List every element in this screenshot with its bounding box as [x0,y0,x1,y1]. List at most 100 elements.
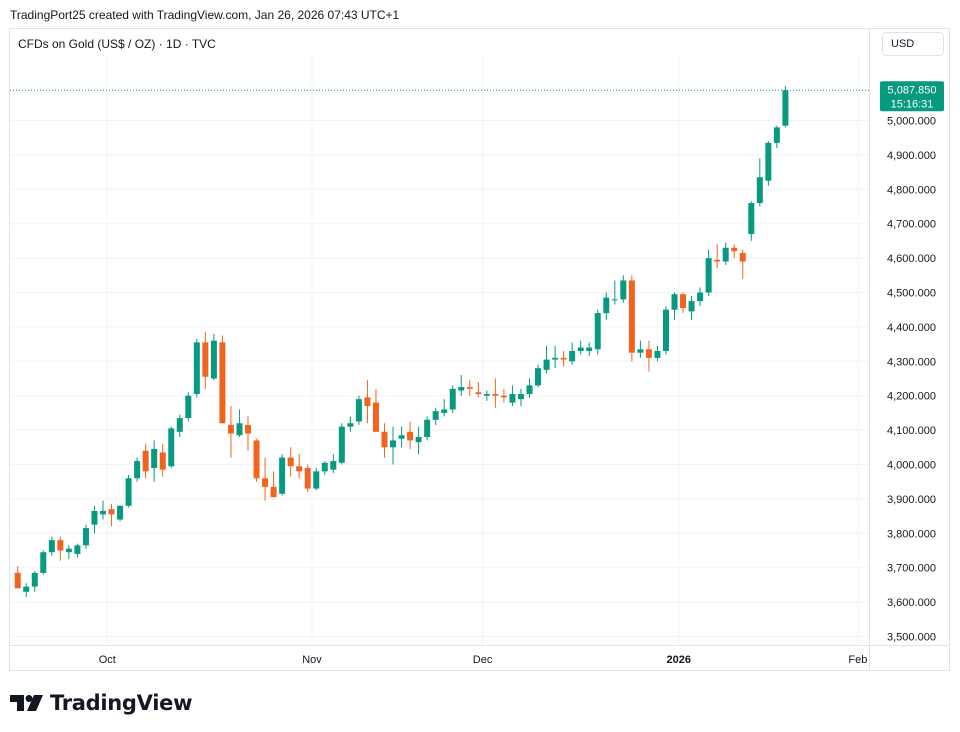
candle-up [526,378,533,398]
candle-body [134,461,141,479]
candle-body [432,411,439,420]
y-tick-label: 4,700.000 [887,219,936,231]
candle-down [475,381,482,398]
candle-body [782,90,789,126]
candle-body [270,486,277,498]
candle-body [671,294,678,310]
candle-up [705,249,712,296]
candle-up [483,390,490,401]
candle-up [697,287,704,307]
candle-body [552,357,559,360]
candle-body [57,540,64,551]
candle-up [654,345,661,362]
candle-body [91,510,98,525]
candle-body [100,510,106,515]
x-tick-label: Feb [848,654,867,666]
candle-body [355,399,362,422]
candle-body [279,457,286,494]
candle-body [262,478,269,487]
candle-up [23,583,30,597]
chart-frame [9,28,950,671]
candle-up [210,333,217,381]
candle-up [40,550,47,575]
candle-body [594,313,601,350]
candle-down [304,464,311,493]
candle-body [390,440,397,448]
candle-down [227,406,234,458]
candle-body [569,350,576,362]
candle-body [765,142,772,181]
y-tick-label: 4,100.000 [887,425,936,437]
candle-down [680,292,687,314]
candle-body [210,340,217,379]
y-tick-label: 4,900.000 [887,150,936,162]
candle-body [313,471,320,489]
candle-up [193,338,200,398]
candle-body [142,450,149,472]
candle-body [82,528,89,546]
candle-body [347,423,354,427]
candle-body [415,436,422,443]
candle-down [245,416,252,451]
tradingview-logo[interactable]: TradingView [10,690,192,716]
candle-up [552,345,559,369]
candle-body [23,586,30,592]
candle-body [65,548,72,553]
candle-up [441,399,448,417]
candle-body [500,395,507,398]
candle-body [185,395,192,419]
candle-body [773,127,780,143]
candle-body [475,392,482,394]
candle-up [355,395,362,425]
candle-body [654,350,661,358]
candle-up [176,414,183,437]
candle-up [390,426,397,465]
candle-down [560,350,567,367]
candle-body [466,387,473,389]
candle-up [756,158,763,207]
candle-down [57,536,64,561]
candle-up [782,86,789,128]
candle-up [415,426,422,455]
candle-up [620,275,627,303]
candle-body [535,368,542,386]
candle-body [628,280,635,353]
y-tick-label: 3,800.000 [887,528,936,540]
candle-up [765,141,772,186]
candle-down [219,335,226,424]
x-tick-label: Nov [302,654,322,666]
candle-down [628,275,635,362]
candle-down [202,332,209,389]
candle-body [14,572,21,589]
currency-button[interactable]: USD [882,32,944,56]
candle-body [321,462,328,472]
candle-body [603,297,610,314]
candle-body [287,457,294,467]
candle-up [151,440,158,482]
candle-up [347,416,354,432]
candle-down [253,438,260,482]
candle-up [748,201,755,241]
candle-down [364,380,371,424]
candle-body [458,387,465,391]
candle-body [748,203,755,235]
candle-body [662,309,669,351]
candle-body [304,467,311,489]
candle-up [48,536,55,556]
candle-body [176,418,183,432]
candle-up [398,426,405,448]
y-tick-label: 4,000.000 [887,460,936,472]
candle-body [108,509,115,515]
candle-body [620,280,627,300]
x-tick-label: Dec [473,654,493,666]
candle-body [714,259,721,262]
candle-up [65,545,72,560]
candle-up [509,385,516,407]
candle-down [372,388,379,432]
candle-body [441,409,448,413]
candle-up [722,242,729,265]
candle-up [424,416,431,441]
candle-up [134,457,141,482]
y-tick-label: 5,000.000 [887,116,936,128]
